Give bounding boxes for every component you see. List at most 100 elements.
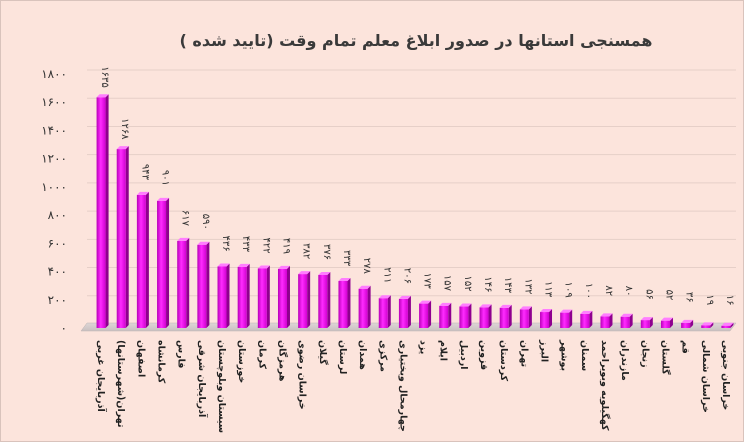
data-label: ۱۶	[724, 295, 735, 306]
bar	[580, 310, 593, 328]
x-tick-label: کرمان	[256, 340, 267, 369]
data-label: ۸۲	[603, 285, 614, 296]
bar	[479, 304, 492, 328]
bar	[217, 263, 230, 328]
data-label: ۱۰۹	[563, 282, 574, 298]
bar	[519, 306, 532, 328]
bar	[318, 271, 331, 328]
bar	[439, 302, 452, 328]
y-tick-label: ۱۲۰۰	[41, 152, 67, 166]
data-label: ۱۷۳	[422, 273, 433, 290]
y-tick-label: ۴۰۰	[48, 265, 67, 279]
x-tick-label: مرکزی	[377, 340, 388, 372]
x-tick-label: گیلان	[317, 340, 329, 365]
data-label: ۲۷۸	[361, 258, 372, 275]
data-label: ۵۲	[663, 290, 674, 301]
y-tick-label: ۰	[61, 321, 67, 335]
x-tick-label: آذربایجان شرقی	[196, 340, 209, 418]
bar	[157, 197, 170, 328]
x-tick-label: چهارمحال وبختیاری	[397, 340, 408, 432]
x-tick-label: کهگیلویه وبویراحمد	[599, 340, 611, 431]
data-label: ۴۳۶	[220, 235, 231, 251]
data-label: ۳۸۲	[301, 243, 312, 259]
x-tick-label: البرز	[539, 339, 550, 362]
y-tick-label: ۱۴۰۰	[41, 123, 67, 137]
x-tick-label: یزد	[418, 340, 429, 354]
data-label: ۵۹۰	[200, 214, 211, 230]
x-tick-label: سیستان وبلوچستان	[216, 340, 227, 433]
x-tick-label: زنجان	[639, 340, 650, 368]
data-label-layer: ۱۶۳۵ ۱۲۶۸ ۹۴۳ ۹۰۱ ۶۱۷ ۵۹۰ ۴۳۶ ۴۳۳ ۴۲۲ ۴۱۹ ۳۸۲ ۳۷۶ ۳۳…	[99, 66, 735, 305]
x-tick-label: بوشهر	[559, 339, 570, 371]
bar	[197, 241, 210, 328]
data-label: ۱۶۳۵	[99, 66, 110, 87]
data-label: ۱۱۳	[543, 281, 554, 298]
data-label: ۳۳۳	[341, 250, 352, 267]
bar	[620, 313, 633, 328]
data-label: ۱۳۲	[522, 278, 533, 294]
data-label: ۲۱۱	[381, 267, 392, 283]
x-tick-label: کرمانشاه	[156, 340, 167, 384]
x-tick-label: اصفهان	[135, 340, 146, 377]
x-tick-label: گلستان	[659, 340, 671, 375]
bar	[398, 295, 411, 328]
x-tick-label: قزوین	[478, 340, 489, 370]
bar	[640, 317, 653, 328]
x-tick-label: خراسان جنوبی	[720, 340, 731, 410]
x-axis-labels: آذربایجان غربی تهران(شهرستانها) اصفهان کرما…	[95, 339, 731, 433]
data-label: ۱۴۶	[482, 276, 493, 292]
data-label: ۱۴۳	[502, 277, 513, 294]
bar	[701, 322, 714, 328]
x-tick-label: تهران(شهرستانها)	[115, 340, 126, 428]
data-label: ۲۰۶	[401, 268, 412, 284]
y-tick-label: ۱۶۰۰	[41, 95, 67, 109]
bar	[721, 322, 734, 328]
data-label: ۹۴۳	[139, 164, 150, 181]
bar	[499, 304, 512, 328]
data-label: ۴۳۳	[240, 236, 251, 253]
data-label: ۴۲۲	[260, 237, 271, 253]
bar	[277, 265, 290, 328]
data-label: ۱۵۷	[442, 275, 453, 292]
x-tick-label: مازندران	[619, 340, 630, 381]
bar	[177, 237, 190, 328]
x-tick-label: سمنان	[579, 340, 590, 371]
bar	[600, 313, 613, 328]
bar	[681, 319, 694, 328]
bar	[96, 94, 109, 329]
y-tick-label: ۱۸۰۰	[41, 67, 67, 81]
bar	[660, 317, 673, 328]
x-tick-label: قم	[680, 340, 691, 354]
y-axis: ۰ ۲۰۰ ۴۰۰ ۶۰۰ ۸۰۰ ۱۰۰۰ ۱۲۰۰ ۱۴۰۰ ۱۶۰۰ ۱۸۰۰	[41, 67, 67, 335]
x-tick-label: لرستان	[337, 340, 348, 374]
data-label: ۳۶	[684, 292, 695, 303]
x-tick-label: خراسان رضوی	[297, 340, 308, 410]
bar	[378, 295, 391, 328]
bar	[237, 263, 250, 328]
bar	[419, 300, 432, 328]
bar	[338, 278, 351, 328]
x-tick-label: کردستان	[498, 340, 509, 382]
x-tick-label: فارس	[176, 340, 187, 368]
x-tick-label: همدان	[357, 340, 368, 370]
bar	[116, 146, 129, 328]
x-tick-label: خوزستان	[236, 340, 247, 383]
y-tick-label: ۸۰۰	[48, 208, 67, 222]
y-tick-label: ۲۰۰	[48, 293, 67, 307]
bar	[257, 265, 270, 328]
x-tick-label: آذربایجان غربی	[95, 340, 108, 412]
data-label: ۴۱۹	[280, 238, 291, 254]
grid-layer	[87, 69, 736, 297]
y-tick-label: ۶۰۰	[48, 236, 67, 250]
bar-layer	[96, 94, 734, 329]
y-tick-label: ۱۰۰۰	[41, 180, 67, 194]
bar	[459, 303, 472, 328]
bar	[540, 309, 553, 328]
x-tick-label: اردبیل	[458, 340, 469, 370]
bar	[358, 285, 371, 328]
data-label: ۱۰۰	[583, 283, 594, 299]
data-label: ۹۰۱	[160, 170, 171, 186]
data-label: ۳۷۶	[321, 244, 332, 260]
data-label: ۶۱۷	[180, 210, 191, 227]
